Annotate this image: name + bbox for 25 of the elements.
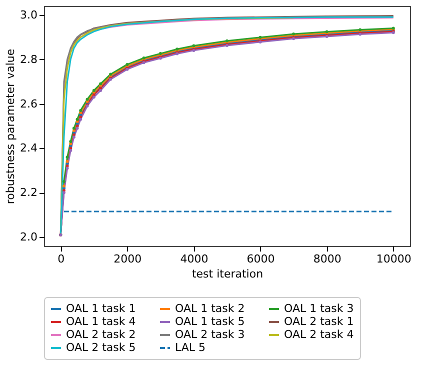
y-axis-title: robustness parameter value <box>4 48 18 204</box>
x-tick-label: 4000 <box>180 252 208 266</box>
y-tick-label: 2.8 <box>20 52 38 66</box>
y-tick-label: 2.6 <box>20 97 38 110</box>
legend-label: OAL 2 task 2 <box>66 328 136 341</box>
legend-label: OAL 2 task 1 <box>284 315 354 328</box>
x-tick-label: 6000 <box>246 252 275 266</box>
legend-label: OAL 2 task 3 <box>175 328 245 341</box>
y-tick-label: 2.4 <box>20 142 38 155</box>
y-tick-label: 2.0 <box>20 230 38 244</box>
legend-label: OAL 1 task 3 <box>284 302 354 315</box>
legend-label: LAL 5 <box>175 341 206 354</box>
x-tick-label: 10000 <box>376 252 412 266</box>
legend-label: OAL 1 task 2 <box>175 302 245 315</box>
legend-label: OAL 2 task 5 <box>66 341 136 354</box>
x-tick-label: 0 <box>58 252 65 266</box>
x-tick-label: 8000 <box>313 252 342 266</box>
x-tick-label: 2000 <box>114 252 142 266</box>
y-tick-label: 3.0 <box>20 8 38 22</box>
legend-label: OAL 1 task 1 <box>66 302 136 315</box>
legend-label: OAL 1 task 5 <box>175 315 245 328</box>
legend-label: OAL 2 task 4 <box>284 328 354 341</box>
legend-label: OAL 1 task 4 <box>66 315 136 328</box>
x-axis-title: test iteration <box>192 268 264 280</box>
y-tick-label: 2.2 <box>20 186 38 200</box>
